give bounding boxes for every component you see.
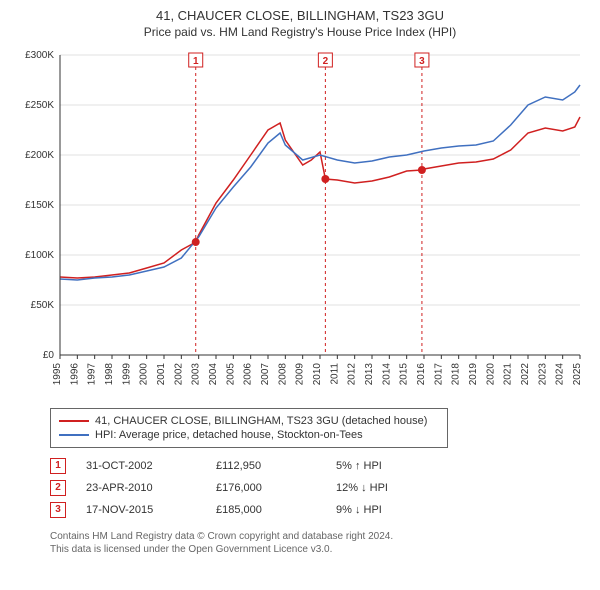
svg-text:2022: 2022 [520,362,531,385]
event-marker: 3 [50,502,66,518]
svg-text:£200K: £200K [25,150,54,161]
svg-text:2021: 2021 [503,362,514,385]
svg-text:1: 1 [193,56,199,67]
chart-title: 41, CHAUCER CLOSE, BILLINGHAM, TS23 3GU [10,8,590,25]
legend-label: HPI: Average price, detached house, Stoc… [95,429,363,441]
svg-text:2020: 2020 [485,362,496,385]
svg-text:2014: 2014 [381,362,392,385]
svg-text:2000: 2000 [139,362,150,385]
event-delta: 5% ↑ HPI [336,460,446,472]
event-date: 31-OCT-2002 [86,460,196,472]
event-row: 2 23-APR-2010 £176,000 12% ↓ HPI [50,480,590,496]
event-row: 3 17-NOV-2015 £185,000 9% ↓ HPI [50,502,590,518]
legend-swatch [59,420,89,422]
svg-text:£0: £0 [43,350,55,361]
svg-text:2017: 2017 [433,362,444,385]
svg-text:2006: 2006 [243,362,254,385]
event-date: 23-APR-2010 [86,482,196,494]
svg-text:2019: 2019 [468,362,479,385]
svg-text:£300K: £300K [25,50,54,61]
svg-text:2024: 2024 [555,362,566,385]
svg-text:2002: 2002 [173,362,184,385]
event-price: £112,950 [216,460,316,472]
event-price: £185,000 [216,504,316,516]
chart-subtitle: Price paid vs. HM Land Registry's House … [10,25,590,39]
svg-text:2004: 2004 [208,362,219,385]
svg-text:2009: 2009 [295,362,306,385]
footer: Contains HM Land Registry data © Crown c… [50,530,590,556]
svg-text:2013: 2013 [364,362,375,385]
svg-text:2010: 2010 [312,362,323,385]
svg-text:2012: 2012 [347,362,358,385]
chart-area: £0 £50K £100K £150K £200K £250K £300K 1 2 3 1995 19… [10,45,590,400]
svg-text:2011: 2011 [329,362,340,384]
svg-text:2016: 2016 [416,362,427,385]
svg-text:1996: 1996 [69,362,80,385]
svg-text:1995: 1995 [52,362,63,385]
chart-svg: £0 £50K £100K £150K £200K £250K £300K 1 2 3 1995 19… [10,45,590,400]
event-table: 1 31-OCT-2002 £112,950 5% ↑ HPI 2 23-APR-2010… [50,458,590,518]
svg-text:£150K: £150K [25,200,54,211]
event-date: 17-NOV-2015 [86,504,196,516]
svg-text:2007: 2007 [260,362,271,385]
event-marker: 1 [50,458,66,474]
svg-text:2003: 2003 [191,362,202,385]
legend-swatch [59,434,89,436]
svg-text:£50K: £50K [31,300,55,311]
event-row: 1 31-OCT-2002 £112,950 5% ↑ HPI [50,458,590,474]
svg-text:2008: 2008 [277,362,288,385]
svg-text:£100K: £100K [25,250,54,261]
event-marker: 2 [50,480,66,496]
legend: 41, CHAUCER CLOSE, BILLINGHAM, TS23 3GU … [50,408,448,448]
svg-text:2018: 2018 [451,362,462,385]
svg-text:2023: 2023 [537,362,548,385]
svg-text:2015: 2015 [399,362,410,385]
event-price: £176,000 [216,482,316,494]
legend-label: 41, CHAUCER CLOSE, BILLINGHAM, TS23 3GU … [95,415,427,427]
svg-text:2025: 2025 [572,362,583,385]
svg-text:2001: 2001 [156,362,167,385]
svg-text:1998: 1998 [104,362,115,385]
svg-text:2005: 2005 [225,362,236,385]
svg-text:1997: 1997 [87,362,98,385]
svg-text:1999: 1999 [121,362,132,385]
footer-line: Contains HM Land Registry data © Crown c… [50,530,590,543]
legend-item: 41, CHAUCER CLOSE, BILLINGHAM, TS23 3GU … [59,415,439,427]
legend-item: HPI: Average price, detached house, Stoc… [59,429,439,441]
footer-line: This data is licensed under the Open Gov… [50,543,590,556]
svg-text:£250K: £250K [25,100,54,111]
event-delta: 9% ↓ HPI [336,504,446,516]
event-delta: 12% ↓ HPI [336,482,446,494]
page: 41, CHAUCER CLOSE, BILLINGHAM, TS23 3GU … [0,0,600,590]
svg-text:3: 3 [419,56,425,67]
svg-text:2: 2 [323,56,329,67]
